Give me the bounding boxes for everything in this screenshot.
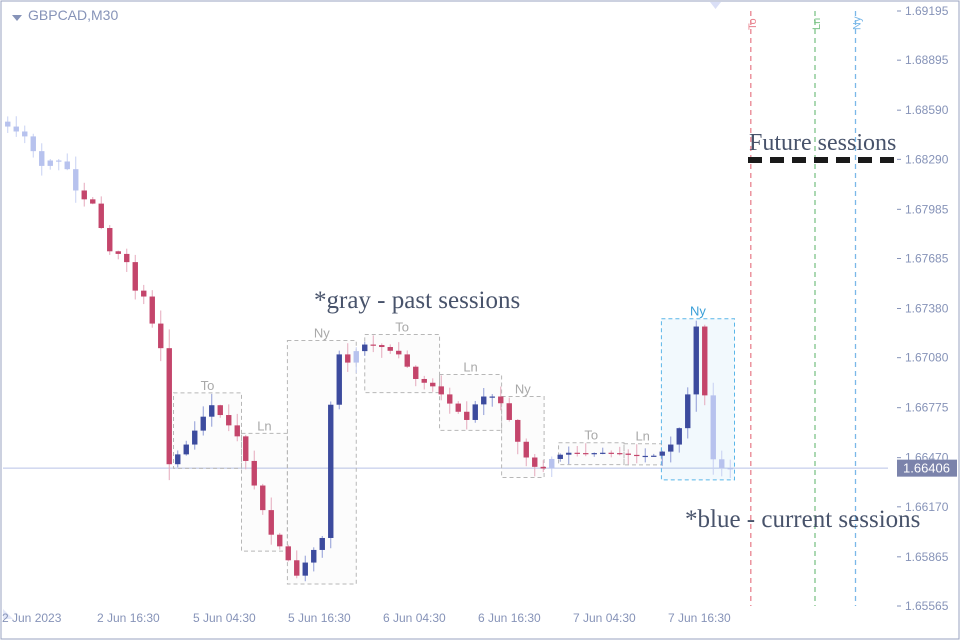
svg-text:1.67080: 1.67080 (905, 351, 949, 365)
svg-text:1.65865: 1.65865 (905, 550, 949, 564)
svg-text:7 Jun 16:30: 7 Jun 16:30 (668, 611, 731, 625)
svg-text:Ny: Ny (515, 382, 531, 397)
svg-text:1.69195: 1.69195 (905, 4, 949, 18)
svg-text:1.68590: 1.68590 (905, 103, 949, 117)
svg-text:Future sessions: Future sessions (749, 130, 896, 156)
svg-text:Ln: Ln (257, 418, 271, 433)
svg-text:1.65565: 1.65565 (905, 599, 949, 613)
svg-text:1.67380: 1.67380 (905, 302, 949, 316)
svg-text:Ln: Ln (463, 360, 477, 375)
svg-text:1.66170: 1.66170 (905, 500, 949, 514)
svg-text:5 Jun 04:30: 5 Jun 04:30 (193, 611, 256, 625)
svg-text:Ln: Ln (635, 429, 649, 444)
svg-text:1.67985: 1.67985 (905, 202, 949, 216)
svg-text:1.66775: 1.66775 (905, 401, 949, 415)
svg-text:Ny: Ny (690, 304, 706, 319)
svg-text:1.67685: 1.67685 (905, 252, 949, 266)
svg-text:2 Jun 16:30: 2 Jun 16:30 (97, 611, 160, 625)
svg-text:To: To (747, 18, 759, 30)
svg-text:1.68290: 1.68290 (905, 152, 949, 166)
svg-text:*blue - current sessions: *blue - current sessions (685, 506, 920, 533)
svg-text:7 Jun 04:30: 7 Jun 04:30 (573, 611, 636, 625)
svg-text:5 Jun 16:30: 5 Jun 16:30 (288, 611, 351, 625)
svg-text:*gray - past sessions: *gray - past sessions (314, 287, 520, 314)
svg-text:GBPCAD,M30: GBPCAD,M30 (28, 7, 118, 23)
svg-text:To: To (584, 428, 598, 443)
svg-text:Ny: Ny (314, 326, 330, 341)
svg-text:6 Jun 04:30: 6 Jun 04:30 (383, 611, 446, 625)
svg-text:Ny: Ny (852, 16, 864, 30)
svg-text:Ln: Ln (811, 18, 823, 30)
svg-text:To: To (201, 378, 215, 393)
svg-text:2 Jun 2023: 2 Jun 2023 (2, 611, 62, 625)
svg-text:6 Jun 16:30: 6 Jun 16:30 (478, 611, 541, 625)
svg-text:To: To (395, 319, 409, 334)
svg-text:1.66406: 1.66406 (903, 461, 950, 476)
svg-text:1.68895: 1.68895 (905, 53, 949, 67)
